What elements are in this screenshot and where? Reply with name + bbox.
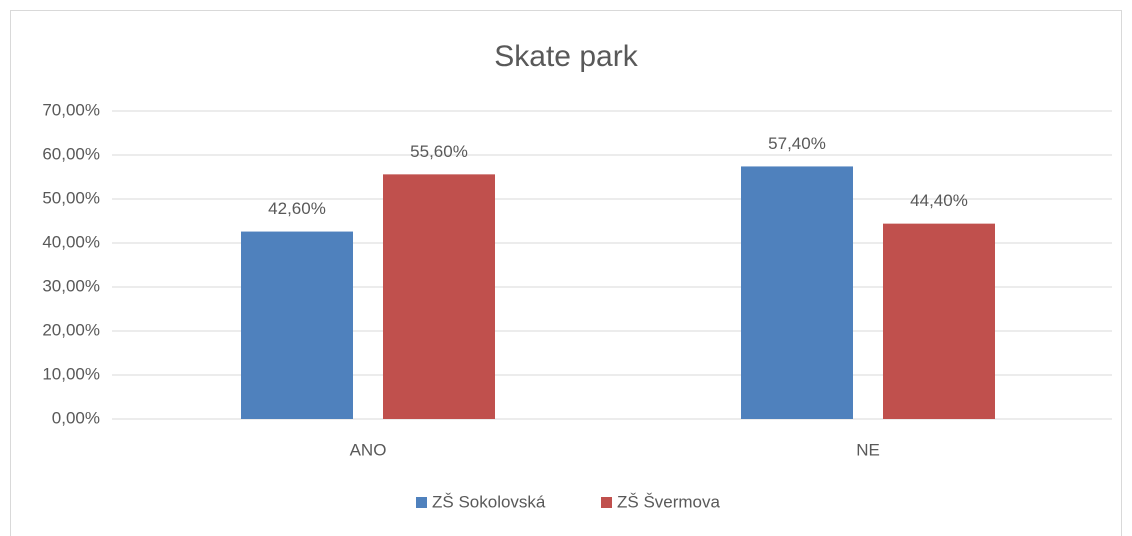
y-tick-label: 40,00% [42,232,100,251]
y-tick-label: 30,00% [42,276,100,295]
chart-title: Skate park [494,40,638,73]
bar [883,223,995,419]
legend-swatch [601,497,612,508]
data-label: 55,60% [410,142,468,161]
y-tick-label: 70,00% [42,100,100,119]
bar [241,231,353,419]
x-tick-label: NE [856,440,880,459]
legend-label: ZŠ Sokolovská [432,492,546,511]
y-tick-label: 60,00% [42,144,100,163]
y-tick-label: 20,00% [42,320,100,339]
legend-swatch [416,497,427,508]
data-label: 57,40% [768,134,826,153]
bar [383,174,495,419]
y-tick-label: 50,00% [42,188,100,207]
data-label: 42,60% [268,199,326,218]
data-label: 44,40% [910,191,968,210]
y-tick-label: 0,00% [52,408,100,427]
x-tick-label: ANO [350,440,387,459]
y-tick-label: 10,00% [42,364,100,383]
bar [741,166,853,419]
legend-label: ZŠ Švermova [617,492,721,511]
